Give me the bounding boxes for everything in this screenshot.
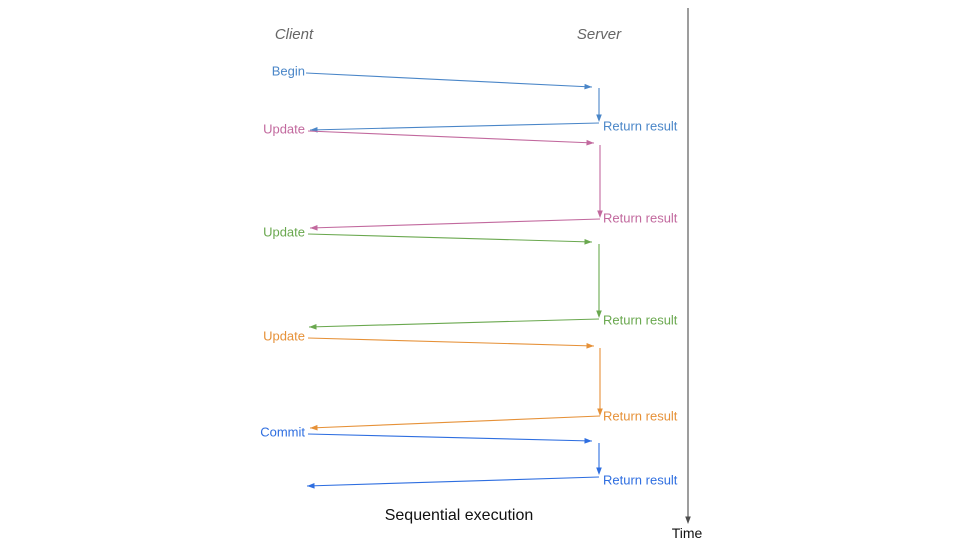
processing-arrowhead	[596, 310, 602, 318]
request-label: Begin	[272, 64, 305, 79]
response-label: Return result	[603, 409, 678, 424]
time-axis-label: Time	[672, 525, 703, 540]
response-arrow	[309, 415, 601, 429]
processing-arrowhead	[597, 408, 603, 416]
response-arrow-arrowhead	[310, 424, 318, 431]
request-label: Update	[263, 122, 305, 137]
request-arrow-arrowhead	[584, 83, 592, 90]
request-arrow	[305, 72, 593, 88]
response-arrow	[306, 476, 600, 487]
processing-arrowhead	[596, 467, 602, 475]
client-column-label: Client	[275, 26, 314, 43]
response-label: Return result	[603, 119, 678, 134]
response-arrow	[309, 122, 600, 131]
diagram-title: Sequential execution	[385, 507, 534, 524]
request-label: Update	[263, 225, 305, 240]
response-label: Return result	[603, 313, 678, 328]
response-label: Return result	[603, 473, 678, 488]
time-axis-arrowhead	[685, 516, 691, 524]
request-arrow-arrowhead	[586, 342, 594, 349]
response-arrow	[309, 218, 601, 229]
request-arrow-arrowhead	[584, 238, 592, 245]
processing-arrowhead	[597, 210, 603, 218]
response-arrow	[308, 318, 600, 328]
request-arrow	[307, 433, 593, 442]
request-label: Commit	[260, 425, 305, 440]
request-arrow	[307, 233, 593, 243]
time-axis	[685, 8, 691, 524]
request-arrow	[307, 337, 595, 347]
response-label: Return result	[603, 211, 678, 226]
request-arrow-arrowhead	[586, 139, 594, 146]
request-arrow-arrowhead	[584, 438, 592, 444]
response-arrow-arrowhead	[309, 323, 317, 330]
request-label: Update	[263, 329, 305, 344]
messages-layer: Begin Return result Update Return result Upd…	[260, 64, 678, 489]
processing-arrowhead	[596, 114, 602, 122]
server-column-label: Server	[577, 26, 622, 43]
request-arrow	[307, 130, 595, 144]
response-arrow-arrowhead	[307, 482, 315, 489]
response-arrow-arrowhead	[310, 224, 318, 231]
response-arrow-arrowhead	[310, 127, 318, 133]
